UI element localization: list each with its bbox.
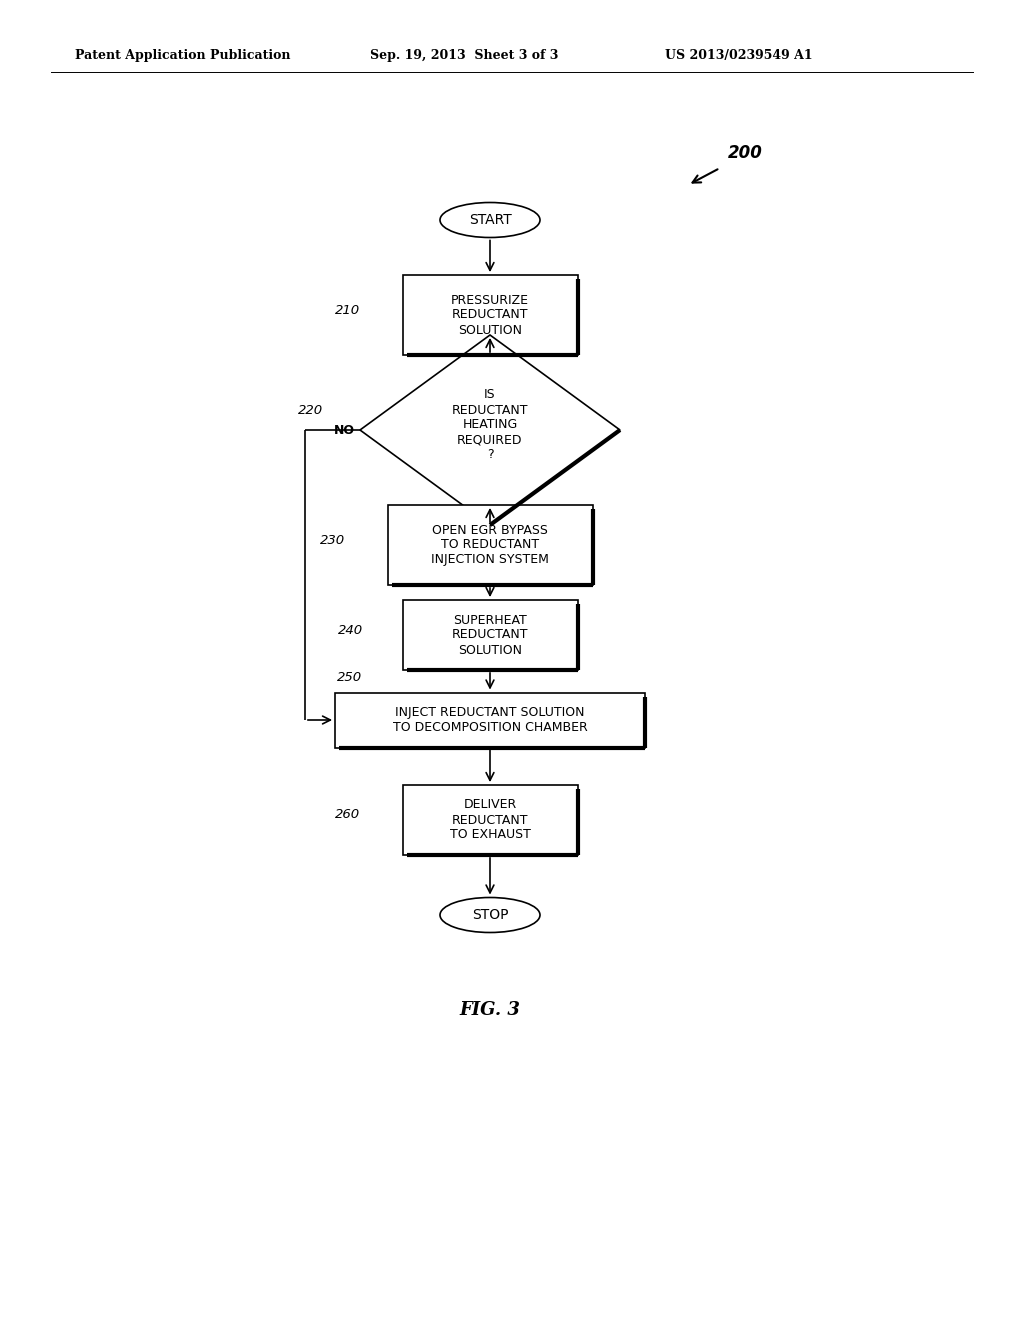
Bar [335,693,645,747]
Text: Sep. 19, 2013  Sheet 3 of 3: Sep. 19, 2013 Sheet 3 of 3 [370,49,558,62]
Text: DELIVER
REDUCTANT
TO EXHAUST: DELIVER REDUCTANT TO EXHAUST [450,799,530,842]
Text: SUPERHEAT
REDUCTANT
SOLUTION: SUPERHEAT REDUCTANT SOLUTION [452,614,528,656]
Text: STOP: STOP [472,908,508,921]
Text: 200: 200 [728,144,763,162]
Text: 210: 210 [335,304,359,317]
Text: NO: NO [334,424,355,437]
Text: US 2013/0239549 A1: US 2013/0239549 A1 [665,49,813,62]
Text: FIG. 3: FIG. 3 [460,1001,520,1019]
Text: 240: 240 [338,623,362,636]
Text: START: START [469,213,511,227]
Text: PRESSURIZE
REDUCTANT
SOLUTION: PRESSURIZE REDUCTANT SOLUTION [451,293,529,337]
Bar [387,506,593,585]
Text: 260: 260 [335,808,359,821]
Bar [402,275,578,355]
Ellipse shape [440,898,540,932]
Bar [402,785,578,855]
Text: YES: YES [472,533,499,546]
Text: 230: 230 [319,533,345,546]
Text: 250: 250 [337,671,362,684]
Text: IS
REDUCTANT
HEATING
REQUIRED
?: IS REDUCTANT HEATING REQUIRED ? [452,388,528,462]
Polygon shape [360,335,620,525]
Text: Patent Application Publication: Patent Application Publication [75,49,291,62]
Ellipse shape [440,202,540,238]
Text: 220: 220 [298,404,324,417]
Bar [402,601,578,671]
Text: OPEN EGR BYPASS
TO REDUCTANT
INJECTION SYSTEM: OPEN EGR BYPASS TO REDUCTANT INJECTION S… [431,524,549,566]
Text: INJECT REDUCTANT SOLUTION
TO DECOMPOSITION CHAMBER: INJECT REDUCTANT SOLUTION TO DECOMPOSITI… [392,706,588,734]
